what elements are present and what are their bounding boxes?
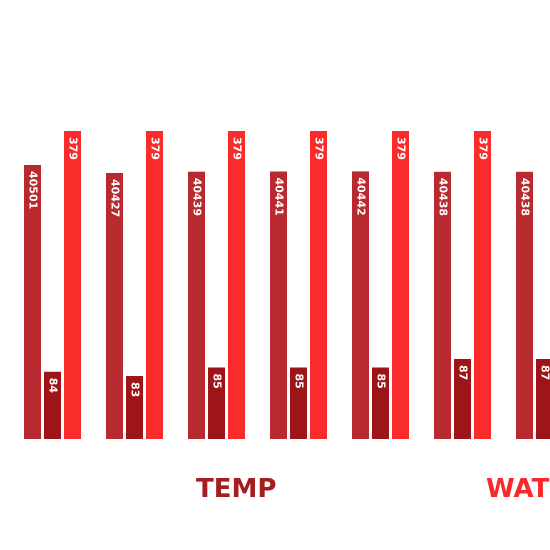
bar-label-s3-g1: 379 <box>67 137 80 160</box>
bar-s2-g6 <box>454 359 471 439</box>
bar-label-s2-g1: 84 <box>47 378 60 394</box>
bar-label-s1-g7: 40438 <box>519 178 532 216</box>
bar-label-s2-g4: 85 <box>293 374 306 389</box>
bar-s2-g2 <box>126 376 143 439</box>
bar-label-s1-g4: 40441 <box>273 177 286 215</box>
bar-s1-g7 <box>516 171 533 440</box>
bar-label-s2-g6: 87 <box>457 365 470 380</box>
bar-label-s2-g5: 85 <box>375 374 388 389</box>
bar-label-s1-g1: 40501 <box>27 171 40 209</box>
bar-label-s2-g3: 85 <box>211 374 224 389</box>
bar-s2-g1 <box>44 371 61 439</box>
bar-label-s3-g2: 379 <box>149 137 162 160</box>
legend: TEMP WAT <box>196 474 550 504</box>
bar-label-s3-g5: 379 <box>395 137 408 160</box>
bar-s1-g3 <box>188 171 205 439</box>
bar-s2-g4 <box>290 367 307 439</box>
bar-label-s1-g2: 40427 <box>109 179 122 217</box>
bar-label-s3-g3: 379 <box>231 137 244 160</box>
bar-s1-g2 <box>106 173 123 439</box>
bar-s2-g5 <box>372 367 389 439</box>
bar-label-s3-g6: 379 <box>477 137 490 160</box>
bar-s3-g4 <box>310 131 327 439</box>
bar-s1-g1 <box>24 165 41 439</box>
legend-label-temp: TEMP <box>196 474 276 504</box>
bar-s3-g6 <box>474 131 491 439</box>
bar-s2-g7 <box>536 359 550 439</box>
bar-s1-g5 <box>352 171 369 440</box>
bar-s1-g4 <box>270 171 287 439</box>
bar-s2-g3 <box>208 367 225 439</box>
bar-s3-g5 <box>392 131 409 439</box>
bar-s3-g3 <box>228 131 245 439</box>
legend-label-wat: WAT <box>486 474 550 504</box>
bars-group <box>24 131 550 440</box>
bar-label-s1-g5: 40442 <box>355 177 368 215</box>
bar-label-s1-g3: 40439 <box>191 178 204 216</box>
bar-s3-g2 <box>146 131 163 439</box>
bar-label-s1-g6: 40438 <box>437 178 450 216</box>
bar-s3-g1 <box>64 131 81 439</box>
bar-label-s2-g2: 83 <box>129 382 142 397</box>
bar-label-s3-g4: 379 <box>313 137 326 160</box>
bar-s1-g6 <box>434 171 451 440</box>
labels-group: 40501 40427 40439 40441 40442 40438 40438 84 83 8… <box>27 137 550 397</box>
bar-label-s2-g7: 87 <box>539 365 550 380</box>
